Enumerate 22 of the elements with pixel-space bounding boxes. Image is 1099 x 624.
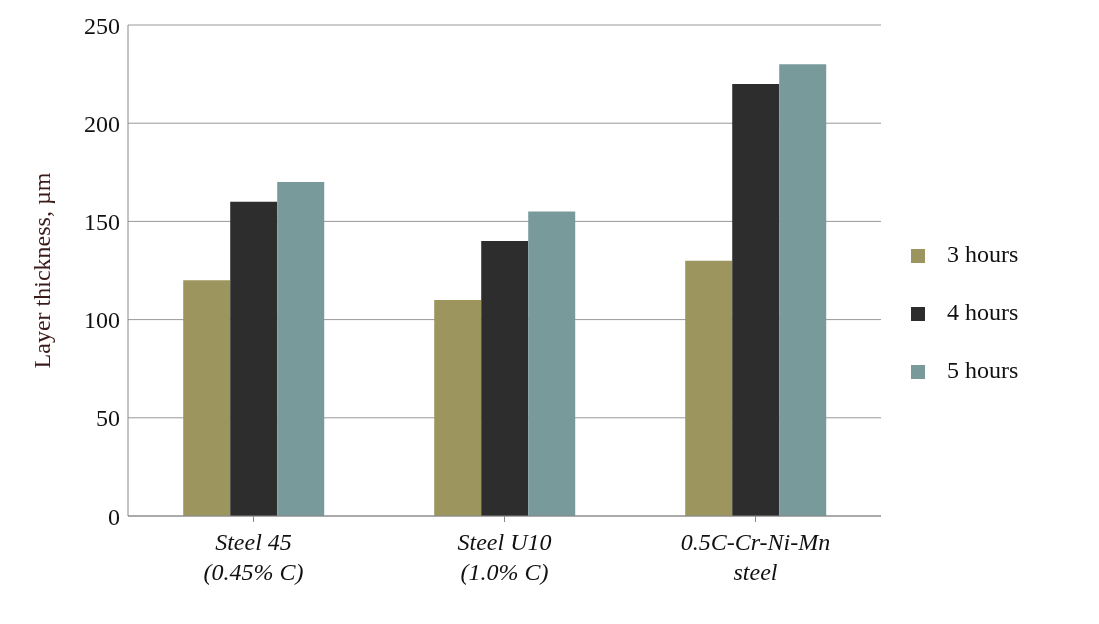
y-tick-label: 100 [84,307,120,334]
x-tick-label: 0.5C-Cr-Ni-Mn steel [680,529,831,585]
y-tick-label: 50 [96,405,120,432]
y-tick-label: 150 [84,208,120,235]
y-tick-label: 0 [108,503,120,530]
bar [685,260,733,516]
legend-label: 4 hours [947,299,1019,325]
bar [732,83,780,516]
bar [277,182,325,516]
y-tick-label: 200 [84,110,120,137]
bar [481,241,529,516]
legend-label: 5 hours [947,357,1019,383]
bar [528,211,576,516]
x-tick-label: Steel U10 (1.0% C) [457,529,552,585]
bar [434,299,482,516]
bar [183,280,231,516]
legend-label: 3 hours [947,241,1019,267]
x-tick-label: Steel 45 (0.45% C) [203,529,304,585]
y-axis-title: Layer thickness, µm [28,172,55,369]
y-tick-label: 250 [84,12,120,39]
bar [779,64,827,516]
bar [230,201,278,516]
